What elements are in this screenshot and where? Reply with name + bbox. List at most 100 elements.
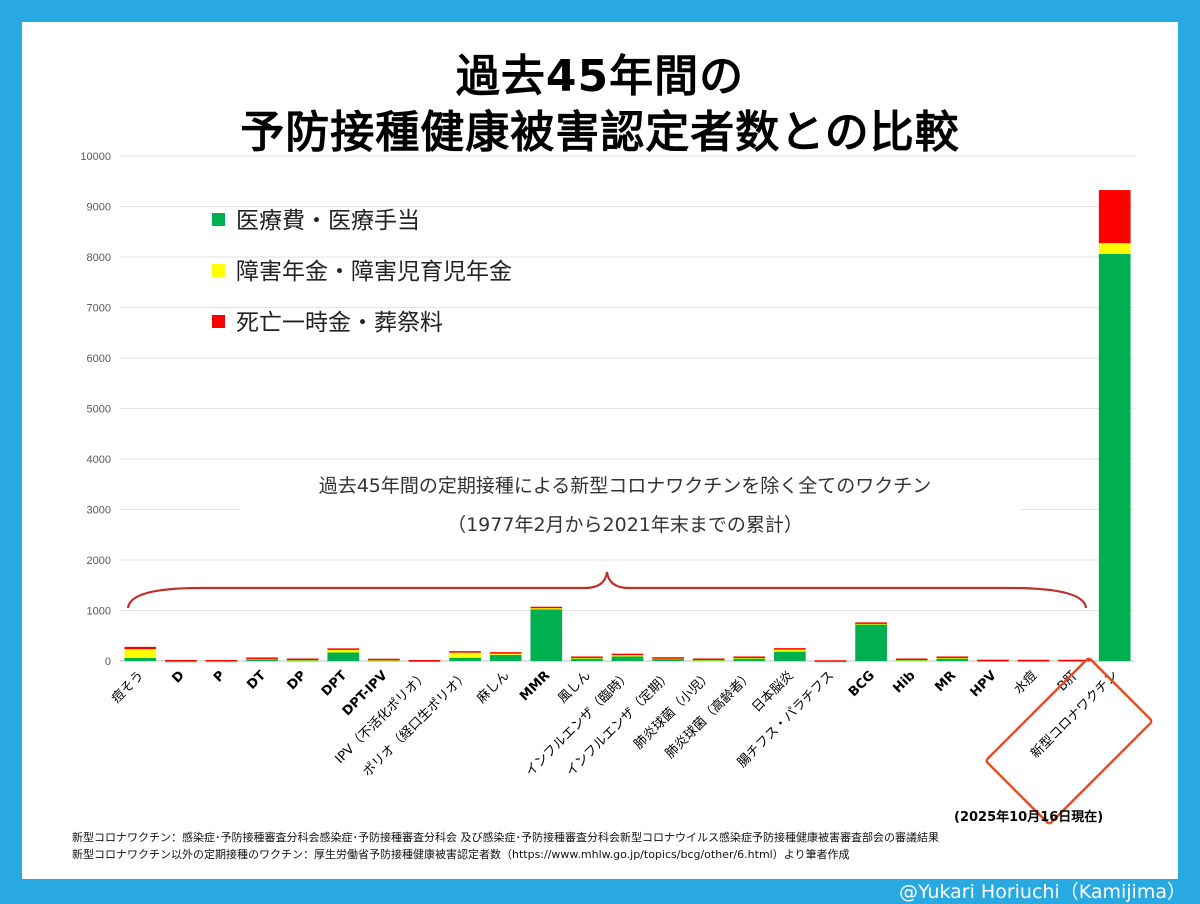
y-tick-label: 10000 bbox=[80, 151, 111, 163]
annotation-line-1: 過去45年間の定期接種による新型コロナワクチンを除く全てのワクチン bbox=[319, 475, 932, 497]
bar-segment bbox=[327, 648, 360, 650]
bar-segment bbox=[571, 657, 603, 661]
bar-segment bbox=[774, 651, 806, 661]
covid-label-highlight bbox=[985, 657, 1153, 825]
bar-segment bbox=[611, 653, 644, 656]
bar-segment bbox=[1098, 243, 1131, 254]
bar-segment bbox=[814, 660, 847, 662]
legend-swatch-death bbox=[212, 315, 225, 328]
bar-segment bbox=[733, 657, 766, 659]
x-axis-labels: 痘そう D P DT DP DPTDPT-IPVIPV（不活化ポリオ）ポリオ（経口生ポリオ… bbox=[109, 668, 1122, 780]
legend-label-death: 死亡一時金・葬祭料 bbox=[236, 310, 443, 336]
x-category-label: DT bbox=[244, 668, 269, 693]
source-note-2: 新型コロナワクチン以外の定期接種のワクチン：厚生労働省予防接種健康被害認定者数（… bbox=[72, 848, 850, 861]
bar-segment bbox=[286, 659, 319, 662]
legend-swatch-disability bbox=[212, 264, 225, 277]
x-category-label: 痘そう bbox=[109, 668, 147, 706]
bar-segment bbox=[165, 659, 197, 662]
author-credit: @Yukari Horiuchi（Kamijima） bbox=[899, 881, 1186, 903]
bar-segment bbox=[855, 623, 887, 625]
as-of-date: (2025年10月16日現在) bbox=[954, 810, 1104, 825]
x-category-label: 麻しん bbox=[474, 668, 512, 706]
bar-segment bbox=[855, 623, 887, 661]
x-category-label: MMR bbox=[517, 668, 553, 704]
x-category-label: B肝 bbox=[1055, 668, 1081, 694]
bar-segment bbox=[774, 649, 806, 652]
bar-segment bbox=[611, 654, 644, 657]
bar-segment bbox=[977, 659, 1009, 662]
legend-label-disability: 障害年金・障害児育児年金 bbox=[236, 259, 512, 285]
bar-segment bbox=[368, 658, 400, 661]
source-note-1: 新型コロナワクチン：感染症･予防接種審査分科会感染症･予防接種審査分科会 及び感… bbox=[72, 831, 939, 844]
x-category-label: P bbox=[211, 668, 228, 685]
title-line-1: 過去45年間の bbox=[455, 51, 745, 102]
chart-panel bbox=[22, 22, 1178, 879]
bar-segment bbox=[692, 658, 725, 660]
bar-segment bbox=[530, 606, 563, 609]
title-line-2: 予防接種健康被害認定者数との比較 bbox=[240, 107, 960, 158]
bar-segment bbox=[1017, 659, 1050, 662]
bar-segment bbox=[652, 658, 684, 661]
bar-segment bbox=[449, 657, 481, 661]
bar-segment bbox=[936, 657, 969, 661]
curly-bracket bbox=[126, 571, 1088, 609]
annotation-line-2: （1977年2月から2021年末までの累計） bbox=[447, 514, 803, 536]
bar-segment bbox=[774, 648, 806, 650]
bar-segment bbox=[489, 654, 522, 661]
y-tick-label: 4000 bbox=[87, 454, 111, 466]
y-tick-label: 1000 bbox=[87, 606, 111, 618]
bar-segment bbox=[408, 659, 441, 662]
bar-segment bbox=[571, 656, 603, 658]
bar-segment bbox=[489, 652, 522, 654]
bar-segment bbox=[611, 656, 644, 661]
x-category-label: D bbox=[169, 668, 187, 686]
bar-segment bbox=[449, 651, 481, 653]
bar-segment bbox=[652, 657, 684, 659]
y-tick-label: 7000 bbox=[87, 303, 111, 315]
bar-segment bbox=[246, 658, 278, 661]
bar-segment bbox=[571, 657, 603, 659]
bar-segment bbox=[733, 657, 766, 661]
legend-label-medical: 医療費・医療手当 bbox=[236, 208, 420, 234]
bar-segment bbox=[205, 659, 238, 662]
bar-segment bbox=[936, 656, 969, 658]
x-category-label: HPV bbox=[968, 668, 1000, 700]
y-tick-label: 9000 bbox=[87, 202, 111, 214]
bar-segment bbox=[327, 652, 360, 661]
x-category-label: MR bbox=[932, 668, 959, 695]
bar-segment bbox=[124, 646, 157, 650]
y-tick-label: 3000 bbox=[87, 505, 111, 517]
bar-segment bbox=[1058, 659, 1090, 662]
bar-segment bbox=[286, 658, 319, 660]
x-category-label: Hib bbox=[890, 668, 918, 696]
x-category-label: 風しん bbox=[556, 668, 594, 706]
bar-segment bbox=[1098, 190, 1131, 244]
bar-segment bbox=[895, 658, 928, 660]
y-tick-label: 6000 bbox=[87, 353, 111, 365]
bar-segment bbox=[246, 657, 278, 659]
bar-segment bbox=[936, 657, 969, 659]
y-axis-ticks: 0 1000 2000 3000 4000 5000 6000 7000 8000 9000 100… bbox=[80, 151, 111, 668]
bar-segment bbox=[449, 652, 481, 658]
annotation-background bbox=[240, 464, 1020, 554]
legend-swatch-medical bbox=[212, 213, 225, 226]
bar-segment bbox=[124, 657, 157, 661]
y-tick-label: 5000 bbox=[87, 404, 111, 416]
y-tick-label: 2000 bbox=[87, 555, 111, 567]
bar-segment bbox=[855, 622, 887, 624]
bar-segment bbox=[489, 653, 522, 655]
x-category-label: BCG bbox=[846, 668, 878, 700]
bar-segment bbox=[733, 656, 766, 658]
y-tick-label: 8000 bbox=[87, 252, 111, 264]
bar-segment bbox=[124, 649, 157, 658]
bar-segment bbox=[1098, 253, 1131, 661]
bar-segment bbox=[327, 649, 360, 653]
bar-segment bbox=[530, 608, 563, 661]
bars bbox=[124, 190, 1131, 663]
x-category-label: 水痘 bbox=[1011, 668, 1040, 697]
x-category-label: DP bbox=[285, 668, 310, 693]
bar-segment bbox=[530, 607, 563, 610]
x-category-label: DPT bbox=[319, 668, 350, 699]
y-tick-label: 0 bbox=[105, 656, 111, 668]
